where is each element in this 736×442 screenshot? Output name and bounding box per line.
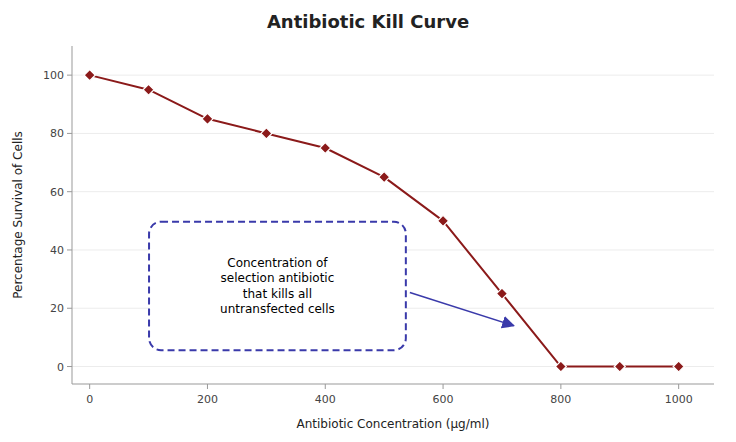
point bbox=[143, 84, 154, 95]
y-tick-label: 0 bbox=[57, 361, 64, 374]
x-tick bbox=[325, 384, 326, 389]
x-tick-label: 1000 bbox=[665, 393, 693, 406]
point bbox=[379, 172, 390, 183]
x-axis-line bbox=[72, 384, 714, 385]
point bbox=[84, 70, 95, 81]
annotation: Concentration ofselection antibioticthat… bbox=[149, 222, 514, 350]
x-tick-label: 600 bbox=[433, 393, 454, 406]
y-tick bbox=[67, 366, 72, 367]
y-gridline bbox=[72, 191, 714, 192]
point bbox=[496, 288, 507, 299]
y-axis-line bbox=[72, 46, 73, 384]
annotation-text: Concentration ofselection antibioticthat… bbox=[220, 256, 335, 317]
chart-container: Antibiotic Kill Curve0204060801000200400… bbox=[0, 0, 736, 442]
y-axis-label: Percentage Survival of Cells bbox=[11, 131, 25, 299]
line bbox=[90, 75, 679, 366]
x-tick bbox=[560, 384, 561, 389]
point bbox=[202, 113, 213, 124]
x-tick-label: 0 bbox=[86, 393, 93, 406]
annotation-arrow bbox=[410, 292, 514, 325]
y-tick bbox=[67, 308, 72, 309]
x-tick bbox=[207, 384, 208, 389]
y-tick bbox=[67, 191, 72, 192]
point bbox=[555, 361, 566, 372]
point bbox=[261, 128, 272, 139]
point bbox=[673, 361, 684, 372]
y-tick bbox=[67, 75, 72, 76]
x-tick-label: 400 bbox=[315, 393, 336, 406]
y-gridline bbox=[72, 133, 714, 134]
y-tick-label: 100 bbox=[43, 69, 64, 82]
annotation-box bbox=[149, 222, 406, 350]
plot-area bbox=[84, 70, 684, 372]
chart: Antibiotic Kill Curve0204060801000200400… bbox=[0, 0, 736, 442]
y-tick-label: 80 bbox=[50, 127, 64, 140]
point bbox=[614, 361, 625, 372]
y-tick-label: 20 bbox=[50, 302, 64, 315]
point bbox=[438, 215, 449, 226]
x-tick bbox=[443, 384, 444, 389]
y-tick bbox=[67, 133, 72, 134]
x-tick-label: 200 bbox=[197, 393, 218, 406]
title: Antibiotic Kill Curve bbox=[267, 11, 469, 32]
y-gridline bbox=[72, 75, 714, 76]
y-tick-label: 60 bbox=[50, 186, 64, 199]
axes: 02040608010002004006008001000 bbox=[43, 46, 714, 406]
x-tick bbox=[89, 384, 90, 389]
x-axis-label: Antibiotic Concentration (μg/ml) bbox=[297, 417, 490, 431]
x-tick-label: 800 bbox=[550, 393, 571, 406]
x-tick bbox=[678, 384, 679, 389]
y-tick bbox=[67, 249, 72, 250]
y-tick-label: 40 bbox=[50, 244, 64, 257]
point bbox=[320, 142, 331, 153]
